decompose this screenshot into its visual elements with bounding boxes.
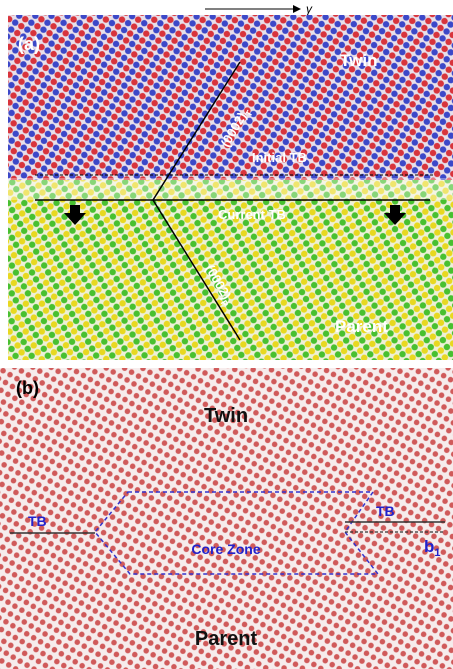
figure: γ (a) Twin (0002)T Initial TB Current TB… — [0, 0, 453, 669]
tb-label: TB — [376, 503, 395, 519]
burgers-sub: 1 — [434, 547, 440, 559]
core-zone-label: Core Zone — [191, 541, 260, 557]
axis-label: γ — [306, 2, 313, 16]
twin-lattice — [8, 15, 453, 185]
panel-b: (b) Twin TB Core Zone TB b1 Parent — [0, 368, 453, 669]
interface-zone — [8, 178, 453, 200]
current-tb-label: Current TB — [218, 207, 286, 222]
twin-label: Twin — [204, 405, 248, 427]
parent-label: Parent — [335, 317, 388, 336]
panel-a: (a) Twin (0002)T Initial TB Current TB (… — [8, 15, 453, 360]
initial-tb-label: Initial TB — [252, 150, 307, 165]
panel-label: (b) — [16, 378, 39, 398]
burgers-text: b — [424, 537, 434, 556]
parent-label: Parent — [195, 628, 258, 650]
twin-label: Twin — [340, 51, 377, 70]
header: γ — [205, 2, 313, 16]
panel-label: (a) — [18, 34, 40, 54]
tb-label: TB — [28, 513, 47, 529]
